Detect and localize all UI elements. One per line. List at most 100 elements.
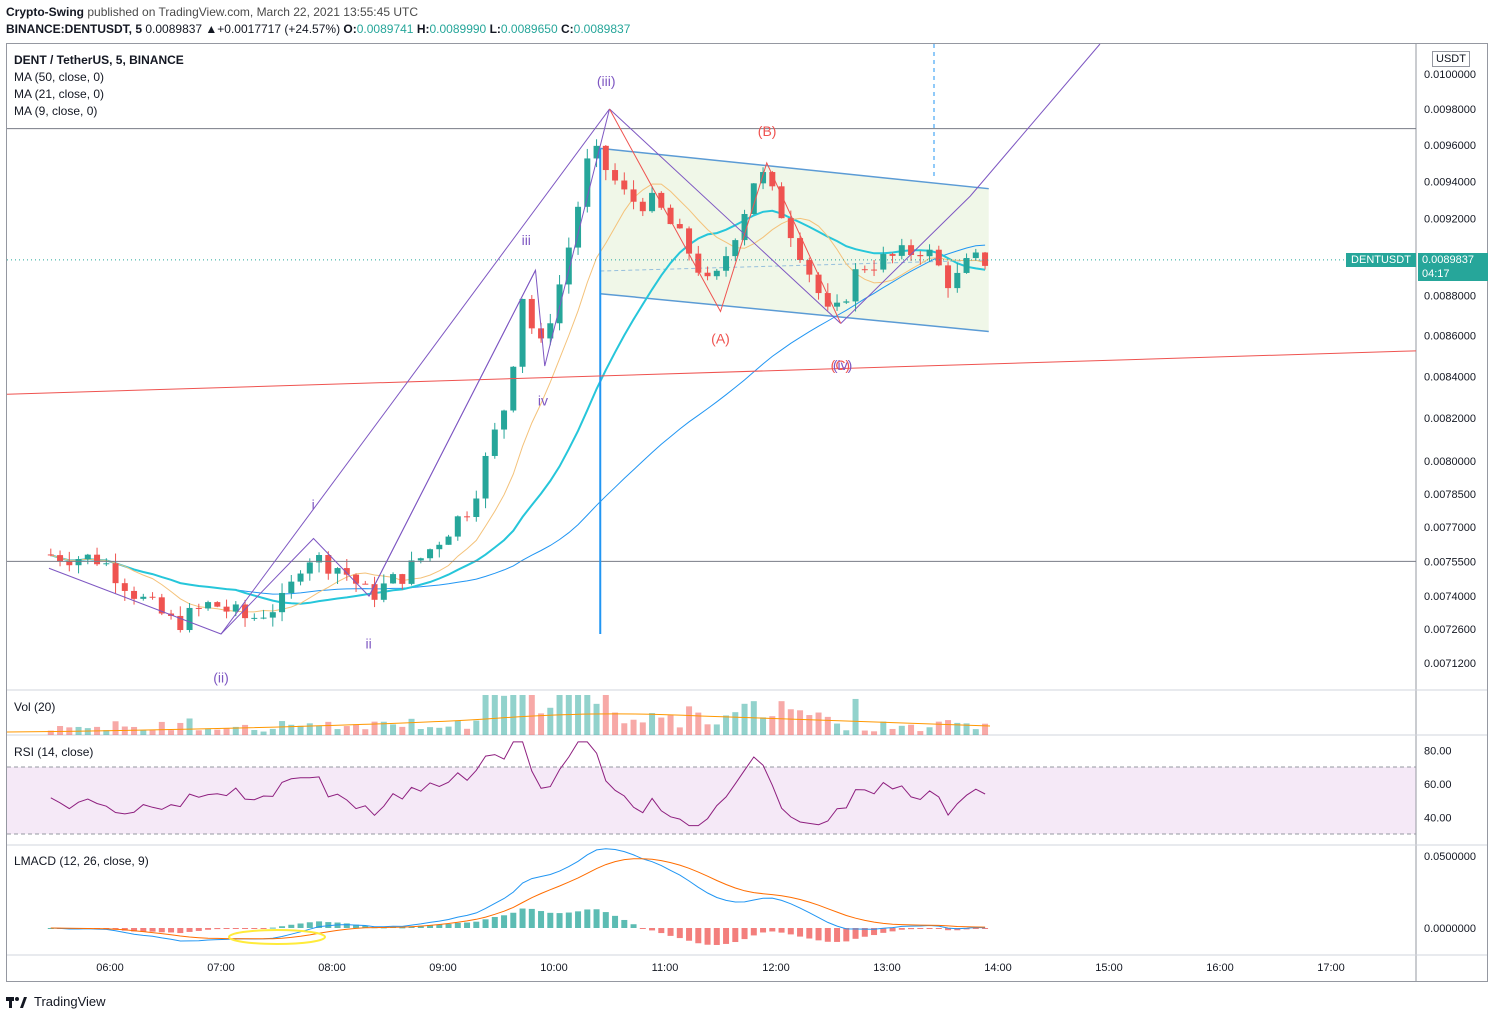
time-tick: 13:00 [873,962,901,974]
price-tick: 0.0088000 [1424,291,1476,303]
macd-histogram-bar [639,928,646,929]
tradingview-footer[interactable]: TradingView [6,994,106,1009]
macd-histogram-bar [232,928,239,929]
volume-bar [445,726,452,735]
volume-bar [306,723,313,735]
candle-body [972,252,979,259]
time-tick: 14:00 [984,962,1012,974]
macd-histogram-bar [917,928,924,929]
volume-bar [704,724,711,735]
candle-body [695,253,702,273]
volume-ma-line [6,713,991,733]
macd-histogram-bar [131,928,138,932]
volume-bar [288,724,295,735]
volume-bar [427,727,434,735]
macd-histogram-bar [177,928,184,934]
macd-signal-line [50,858,986,940]
candle-body [741,214,748,241]
wave-label: i [312,496,315,512]
price-tick: 0.0078500 [1424,489,1476,501]
macd-histogram-bar [760,928,767,933]
candle-body [334,568,341,574]
candle-body [917,254,924,257]
volume-bar [491,695,498,735]
macd-histogram-bar [695,928,702,944]
candle-body [242,604,249,619]
lmacd-tick: 0.0500000 [1424,851,1476,863]
candle-body [612,170,619,181]
volume-bar [334,729,341,735]
candle-body [760,172,767,184]
macd-histogram-bar [843,928,850,942]
volume-bar [963,723,970,735]
volume-bar [945,720,952,735]
macd-histogram-bar [621,919,628,928]
chart-title: DENT / TetherUS, 5, BINANCE [14,53,184,67]
ma21-legend[interactable]: MA (21, close, 0) [14,87,105,101]
volume-bar [797,710,804,735]
volume-bar [843,730,850,735]
candle-body [57,555,64,561]
high-label: H: [416,22,430,36]
open-label: O: [343,22,357,36]
candle-body [66,560,73,566]
volume-bar [593,703,600,735]
macd-histogram-bar [806,928,813,939]
candle-body [750,183,757,215]
volume-bar [112,721,119,735]
candle-body [797,238,804,260]
candle-body [75,559,82,566]
volume-bar [149,730,156,735]
volume-bar [547,707,554,735]
macd-histogram-bar [686,928,693,941]
macd-histogram-bar [297,923,304,928]
volume-bar [528,695,535,735]
macd-histogram-bar [723,928,730,944]
candle-body [380,583,387,600]
volume-legend[interactable]: Vol (20) [14,700,56,714]
symbol-tag: DENTUSDT [1346,253,1416,267]
macd-histogram-bar [353,924,360,928]
volume-bar [538,713,545,735]
candle-body [630,189,637,202]
close-value: 0.0089837 [573,22,631,36]
candle-body [889,254,896,256]
wave-projection-line [840,43,1101,324]
ma50-legend[interactable]: MA (50, close, 0) [14,70,105,84]
candle-body [131,590,138,599]
candle-body [556,284,563,324]
candle-body [195,607,202,609]
volume-bar [917,731,924,735]
macd-histogram-bar [343,923,350,928]
volume-bar [232,726,239,735]
volume-bar [205,728,212,735]
volume-bar [223,727,230,735]
candle-body [954,272,961,289]
author-name[interactable]: Crypto-Swing [6,5,84,19]
volume-bar [806,715,813,735]
candle-body [880,254,887,270]
wave-channel-line [220,108,610,635]
tradingview-logo-icon [6,996,27,1008]
candle-body [824,293,831,307]
candle-body [399,574,406,584]
volume-bar [584,695,591,735]
volume-bar [501,695,508,735]
lmacd-legend[interactable]: LMACD (12, 26, close, 9) [14,854,149,868]
candle-body [908,245,915,255]
volume-bar [519,695,526,735]
candle-body [325,555,332,574]
candle-body [713,270,720,277]
macd-histogram-bar [935,928,942,929]
rsi-legend[interactable]: RSI (14, close) [14,745,94,759]
macd-histogram-bar [871,928,878,936]
volume-bar [353,724,360,735]
candle-body [149,596,156,598]
ma9-legend[interactable]: MA (9, close, 0) [14,104,98,118]
macd-histogram-bar [880,928,887,933]
volume-bar [676,727,683,735]
unit-label[interactable]: USDT [1432,51,1470,67]
macd-histogram-bar [815,928,822,941]
candle-body [528,298,535,329]
